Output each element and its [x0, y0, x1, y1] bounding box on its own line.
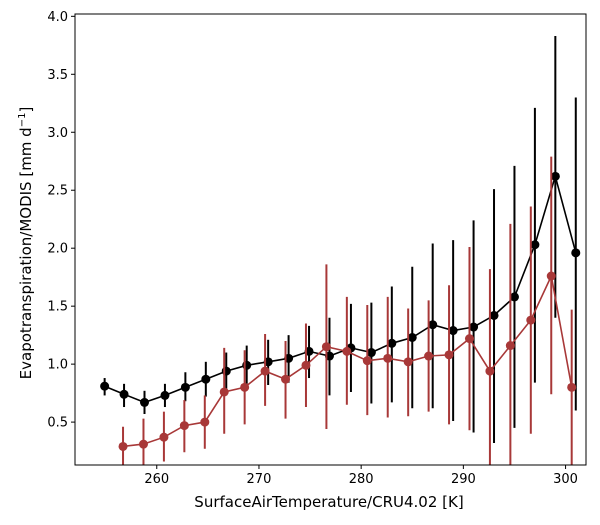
data-point: [530, 240, 540, 250]
data-point: [179, 421, 189, 431]
data-point: [200, 417, 210, 427]
data-point: [567, 382, 577, 392]
y-tick-label: 4.0: [47, 10, 68, 25]
data-point: [159, 432, 169, 442]
data-point: [160, 390, 170, 400]
data-point: [260, 366, 270, 376]
data-point: [444, 350, 454, 360]
data-point: [489, 310, 499, 320]
x-tick-label: 290: [451, 472, 476, 487]
y-axis-label-close: ]: [17, 107, 35, 113]
data-point: [448, 326, 458, 336]
x-tick-label: 270: [247, 472, 272, 487]
y-tick-label: 2.0: [47, 242, 68, 257]
y-tick-label: 1.5: [47, 300, 68, 315]
data-point: [240, 382, 250, 392]
x-axis-label: SurfaceAirTemperature/CRU4.02 [K]: [194, 493, 463, 511]
series-2: [118, 156, 577, 465]
data-point: [301, 360, 311, 370]
y-tick-label: 3.0: [47, 126, 68, 141]
data-point: [407, 332, 417, 342]
ticks-layer: 260 270 280 290 300 0.5 1.0 1.5 2.0 2.5 3.0 3.5 4.0: [47, 10, 578, 487]
plot-frame: [74, 13, 587, 466]
x-tick-label: 300: [553, 472, 578, 487]
data-point: [509, 292, 519, 302]
data-point: [281, 374, 291, 384]
data-point: [219, 387, 229, 397]
data-point: [571, 248, 581, 258]
y-tick-label: 0.5: [47, 416, 68, 431]
data-point: [546, 271, 556, 281]
series-layer: [100, 36, 581, 465]
data-point: [428, 320, 438, 330]
y-axis-label-main: Evapotranspiration/MODIS [mm d: [17, 127, 35, 379]
data-point: [383, 353, 393, 363]
data-point: [362, 356, 372, 366]
data-point: [403, 357, 413, 367]
x-tick-label: 260: [144, 472, 169, 487]
series-1: [100, 36, 581, 443]
y-tick-label: 3.5: [47, 68, 68, 83]
data-point: [180, 382, 190, 392]
y-axis-label-exponent: −1: [17, 113, 28, 128]
series-line: [104, 173, 577, 404]
data-point: [485, 366, 495, 376]
data-point: [138, 439, 148, 449]
data-point: [118, 441, 128, 451]
data-point: [242, 360, 252, 370]
y-tick-label: 2.5: [47, 184, 68, 199]
data-point: [342, 346, 352, 356]
x-tick-label: 280: [349, 472, 374, 487]
data-point: [550, 171, 560, 181]
y-tick-label: 1.0: [47, 358, 68, 373]
data-point: [526, 315, 536, 325]
data-point: [321, 342, 331, 352]
data-point: [100, 381, 110, 391]
data-point: [366, 348, 376, 358]
data-point: [469, 322, 479, 332]
y-axis-label: Evapotranspiration/MODIS [mm d−1]: [17, 107, 35, 380]
data-point: [387, 338, 397, 348]
data-point: [464, 334, 474, 344]
data-point: [505, 341, 515, 351]
data-point: [424, 351, 434, 361]
data-point: [201, 374, 211, 384]
data-point: [119, 389, 129, 399]
data-point: [139, 397, 149, 407]
data-point: [221, 366, 231, 376]
